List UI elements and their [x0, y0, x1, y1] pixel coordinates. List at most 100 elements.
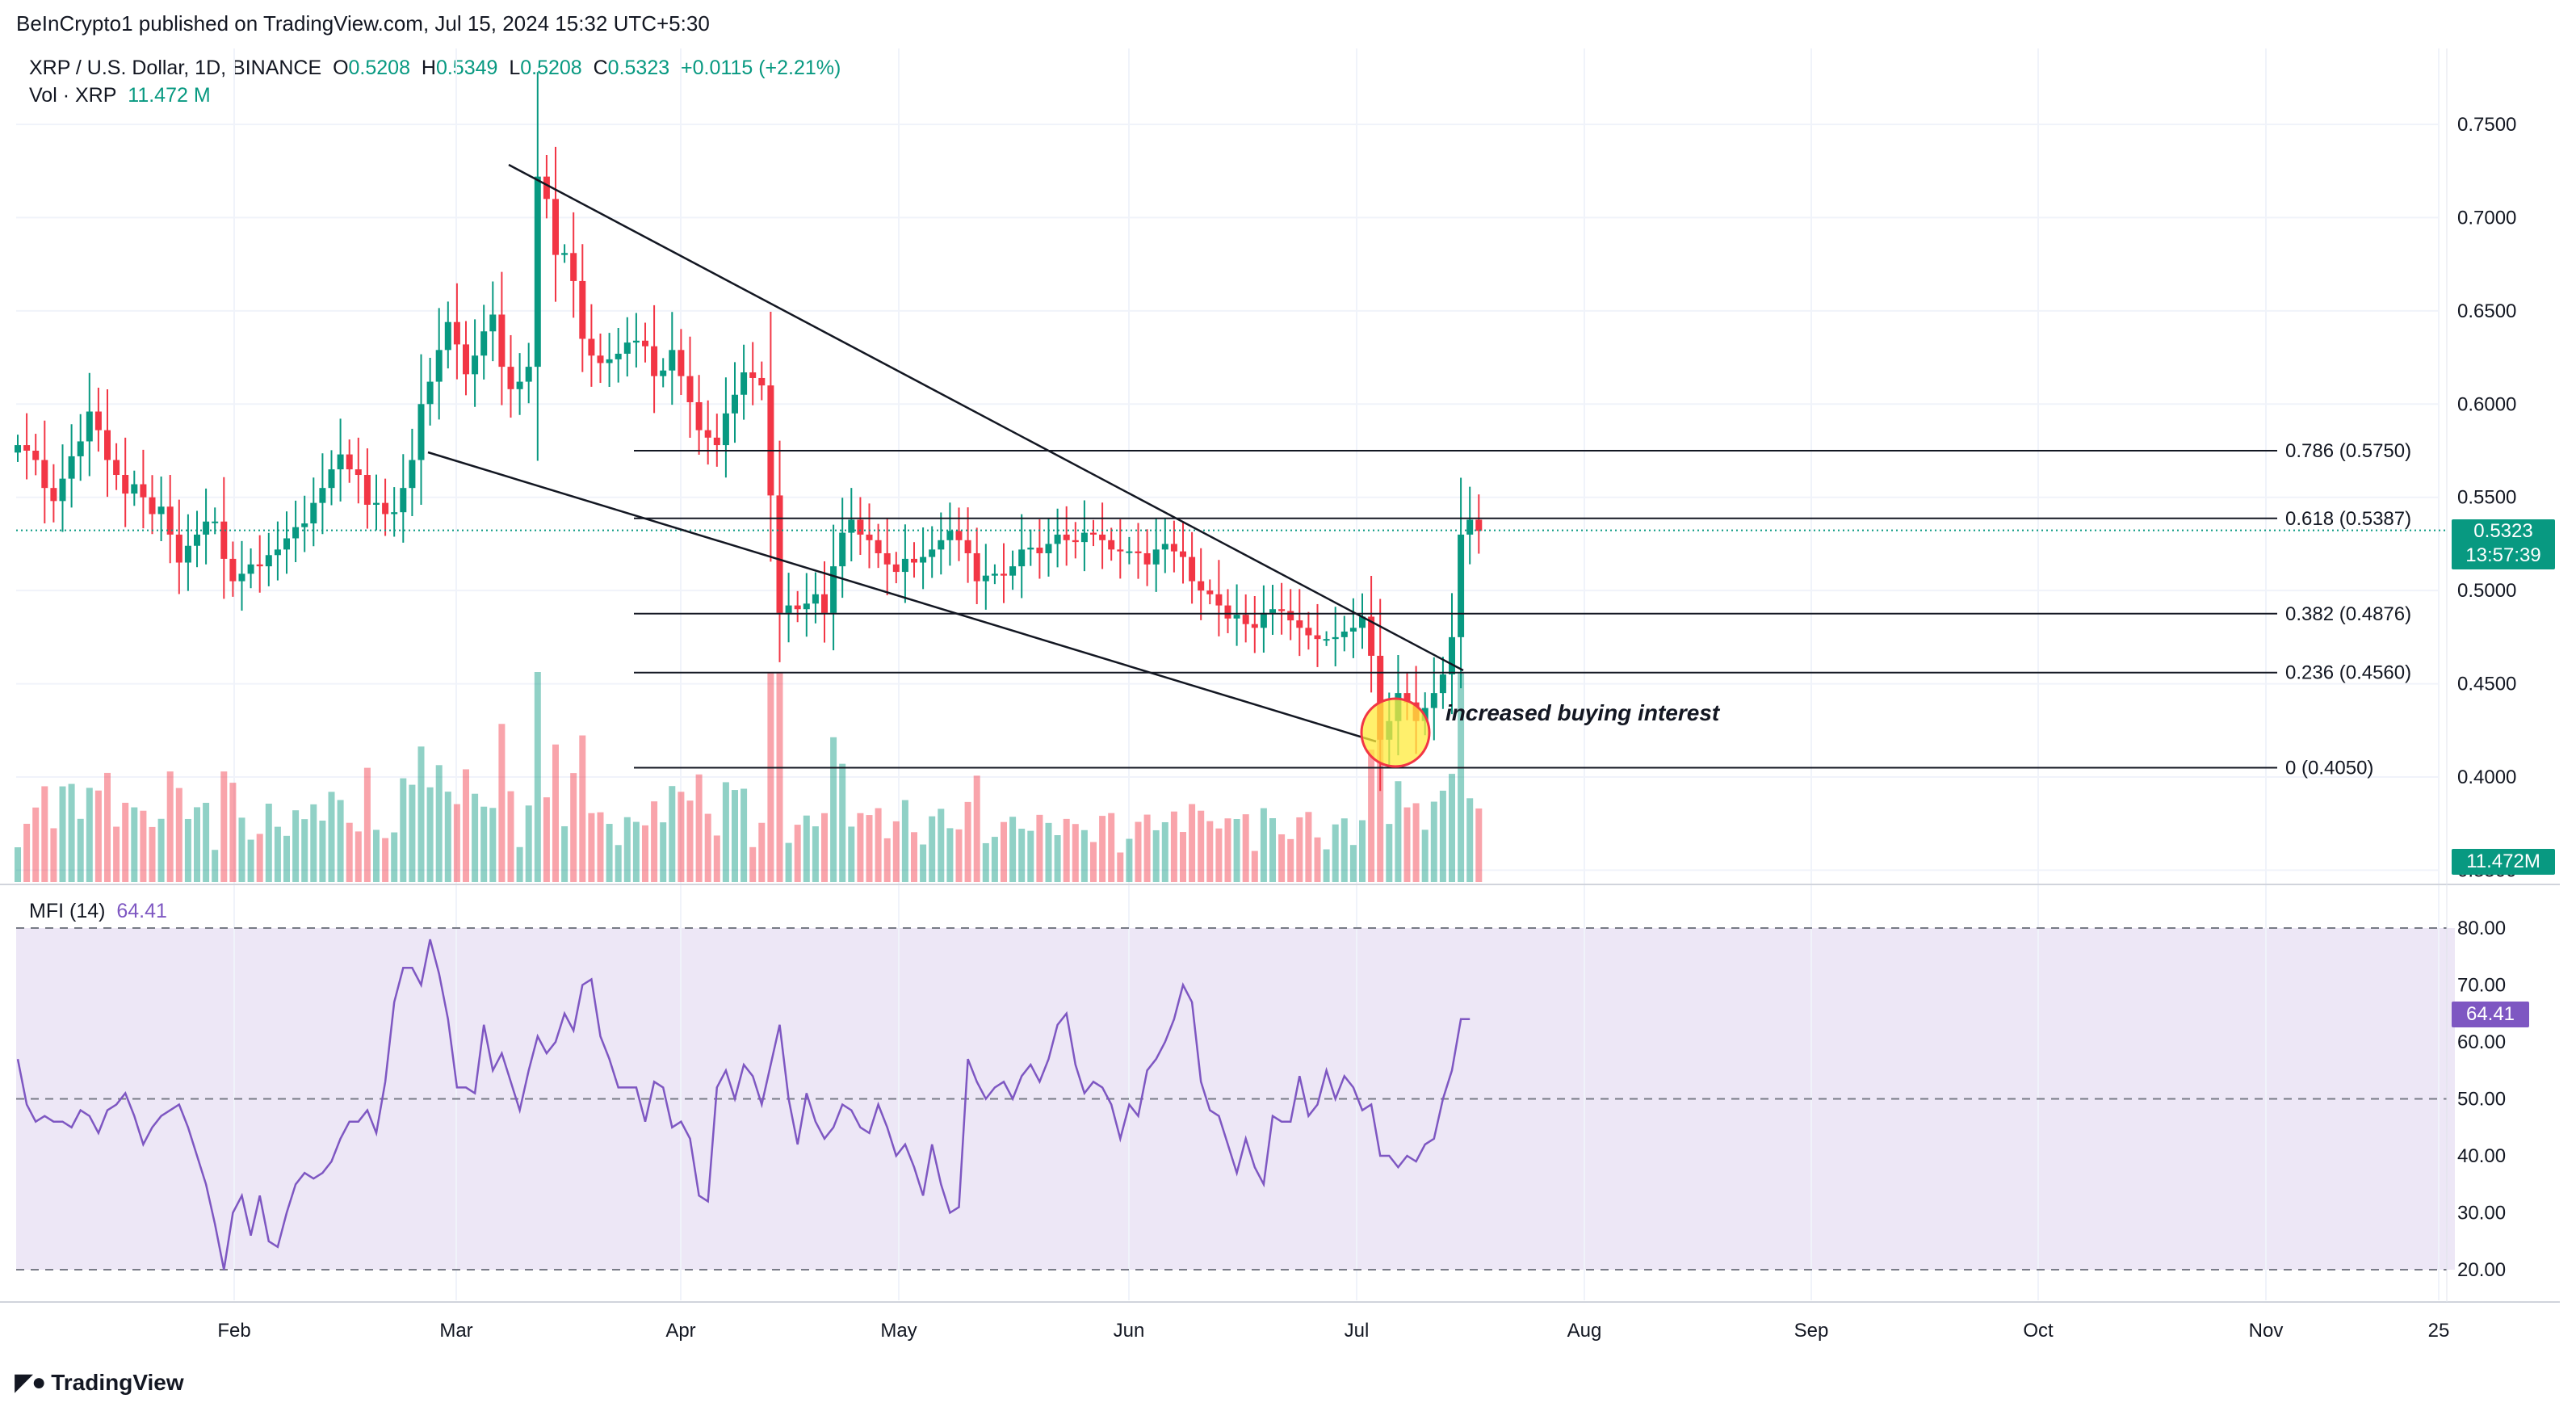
volume-bar — [310, 804, 317, 882]
fib-level-label: 0.618 (0.5387) — [2285, 508, 2411, 530]
volume-bar — [1152, 830, 1160, 882]
candle-body — [516, 381, 523, 389]
volume-bar — [391, 832, 398, 882]
candle-body — [1349, 628, 1357, 632]
tradingview-wordmark: TradingView — [51, 1369, 184, 1395]
x-tick-label: Apr — [665, 1320, 695, 1342]
volume-bar — [1269, 818, 1276, 882]
volume-bar — [68, 783, 75, 882]
volume-bar — [444, 792, 451, 882]
volume-bar — [229, 783, 237, 882]
volume-badge: 11.472M — [2452, 849, 2555, 875]
candle-body — [444, 321, 451, 351]
volume-bar — [767, 672, 774, 882]
candle-body — [1080, 532, 1088, 543]
volume-bar — [857, 813, 864, 882]
price-tick-label: 0.4500 — [2457, 674, 2516, 695]
volume-bar — [149, 826, 156, 882]
candle-body — [678, 350, 685, 376]
candle-body — [292, 527, 300, 539]
candle-body — [875, 540, 882, 553]
candle-body — [1018, 549, 1026, 567]
candle-body — [1215, 594, 1223, 606]
mfi-label: MFI (14) — [29, 900, 106, 922]
symbol-title: XRP / U.S. Dollar, 1D, BINANCE — [29, 57, 322, 79]
volume-bar — [1305, 812, 1312, 882]
candle-body — [1458, 534, 1465, 637]
upper-trend-line — [508, 163, 1464, 672]
tradingview-logo[interactable]: ◤● TradingView — [15, 1368, 184, 1396]
annotation-text: increased buying interest — [1445, 700, 1721, 725]
candle-body — [346, 454, 353, 470]
volume-bar — [86, 788, 93, 882]
volume-bar — [901, 800, 908, 882]
candle-body — [1278, 609, 1286, 611]
candle-body — [803, 603, 810, 610]
candle-body — [328, 469, 335, 489]
candle-body — [104, 430, 111, 460]
volume-bar — [1072, 824, 1079, 882]
candle-body — [1090, 532, 1097, 535]
volume-bar — [1143, 814, 1151, 882]
candle-body — [1466, 519, 1474, 535]
candle-body — [1449, 636, 1455, 675]
volume-bar — [489, 808, 497, 882]
price-tick-label: 0.4000 — [2457, 766, 2516, 788]
candle-body — [1206, 590, 1214, 594]
volume-bar — [669, 786, 676, 882]
candle-body — [363, 475, 371, 505]
volume-bar — [1475, 808, 1483, 882]
candle-body — [722, 413, 729, 446]
candle-body — [938, 540, 945, 550]
x-tick-label: Jul — [1345, 1320, 1370, 1342]
candle-body — [15, 445, 21, 453]
volume-bar — [866, 815, 873, 882]
volume-bar — [1323, 849, 1330, 882]
candle-body — [946, 531, 954, 540]
candle-body — [543, 176, 550, 200]
volume-bar — [131, 807, 138, 882]
volume-bar — [94, 790, 102, 882]
volume-bar — [615, 845, 622, 882]
volume-bar — [1099, 816, 1106, 882]
volume-bar — [812, 826, 819, 882]
volume-bar — [498, 724, 506, 882]
volume-bar — [1090, 842, 1097, 882]
volume-bar — [50, 828, 57, 882]
volume-bar — [695, 774, 703, 882]
volume-bar — [1403, 807, 1411, 882]
volume-bar — [1349, 845, 1357, 882]
volume-bar — [247, 839, 254, 882]
candle-body — [695, 401, 703, 430]
candle-body — [1045, 544, 1052, 553]
change-value: +0.0115 (+2.21%) — [681, 57, 841, 79]
volume-bar — [570, 773, 577, 882]
volume-bar — [453, 804, 460, 882]
candle-body — [1430, 693, 1437, 708]
volume-bar — [472, 793, 479, 882]
candle-body — [929, 549, 936, 557]
candle-body — [229, 558, 237, 582]
volume-bar — [561, 825, 568, 882]
volume-bar — [1001, 821, 1007, 882]
x-tick-label: Jun — [1114, 1320, 1145, 1342]
volume-bar — [1368, 750, 1375, 882]
candle-body — [794, 605, 801, 610]
candle-body — [1269, 609, 1276, 613]
mfi-value: 64.41 — [116, 900, 167, 922]
volume-bar — [1421, 830, 1429, 882]
candle-body — [391, 512, 398, 514]
candle-body — [920, 556, 927, 563]
last-price-badge: 0.5323 13:57:39 — [2452, 519, 2555, 569]
candle-body — [149, 497, 156, 514]
candle-body — [1036, 548, 1043, 553]
volume-bar — [1117, 852, 1124, 882]
volume-bar — [220, 771, 228, 882]
volume-bar — [597, 812, 604, 882]
candle-body — [337, 454, 344, 470]
candle-body — [623, 342, 631, 354]
volume-bar — [319, 821, 326, 882]
price-tick-label: 0.7000 — [2457, 207, 2516, 229]
volume-bar — [803, 815, 810, 882]
